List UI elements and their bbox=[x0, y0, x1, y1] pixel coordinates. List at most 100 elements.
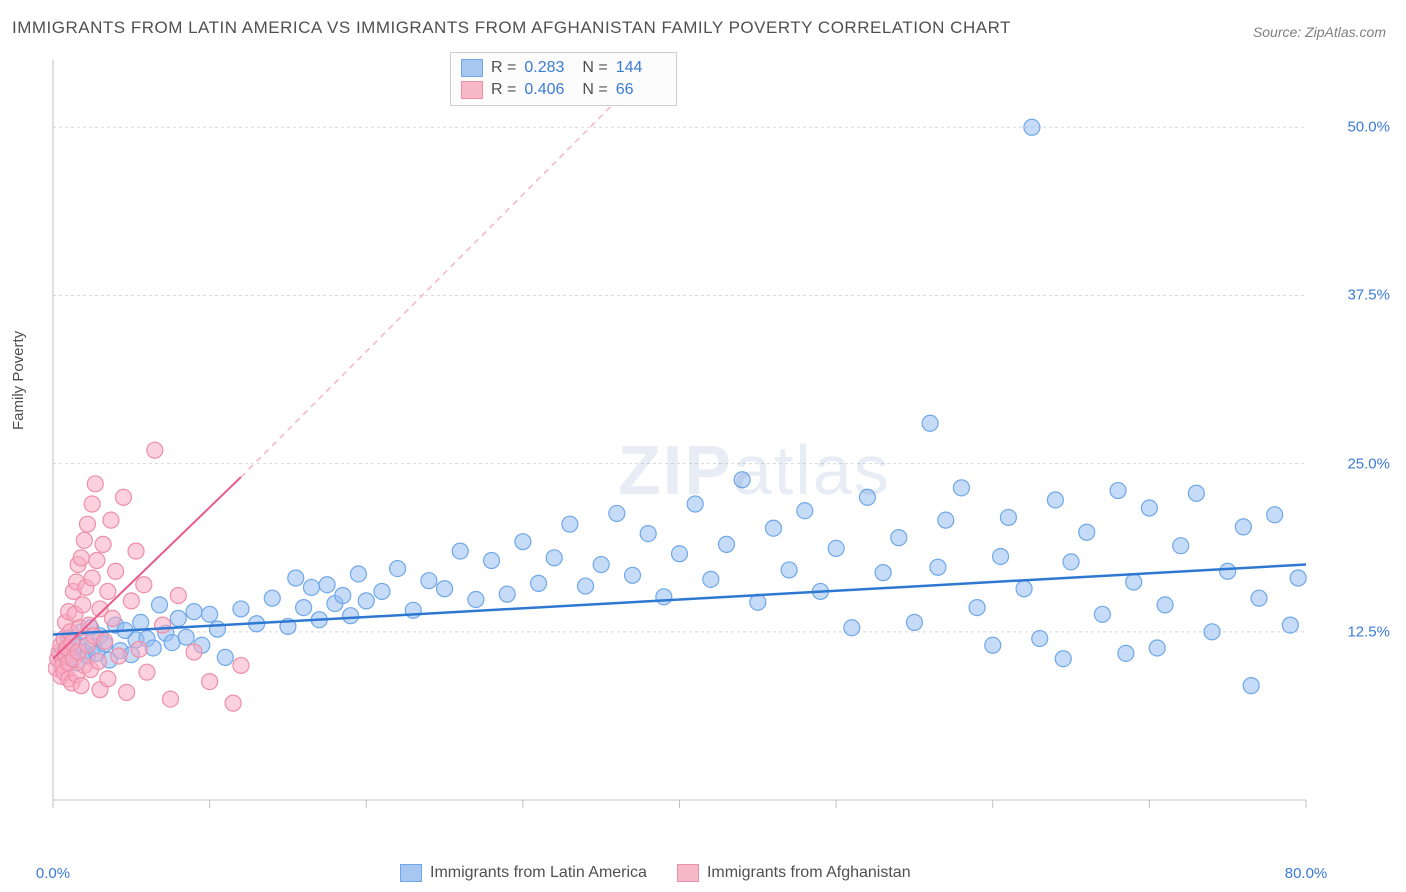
data-point bbox=[100, 671, 116, 687]
data-point bbox=[1243, 678, 1259, 694]
data-point bbox=[84, 570, 100, 586]
data-point bbox=[358, 593, 374, 609]
data-point bbox=[1204, 624, 1220, 640]
data-point bbox=[115, 489, 131, 505]
data-point bbox=[609, 505, 625, 521]
legend-row: R = 0.283 N = 144 bbox=[461, 57, 666, 79]
data-point bbox=[87, 476, 103, 492]
legend-swatch bbox=[461, 59, 483, 77]
data-point bbox=[828, 540, 844, 556]
legend-n-value: 144 bbox=[616, 59, 666, 77]
data-point bbox=[350, 566, 366, 582]
data-point bbox=[546, 550, 562, 566]
legend-label: Immigrants from Latin America bbox=[430, 864, 647, 882]
data-point bbox=[233, 601, 249, 617]
legend-row: R = 0.406 N = 66 bbox=[461, 79, 666, 101]
data-point bbox=[1047, 492, 1063, 508]
data-point bbox=[687, 496, 703, 512]
data-point bbox=[1149, 640, 1165, 656]
legend-r-label: R = bbox=[491, 59, 516, 77]
data-point bbox=[562, 516, 578, 532]
chart-container: IMMIGRANTS FROM LATIN AMERICA VS IMMIGRA… bbox=[0, 0, 1406, 892]
data-point bbox=[906, 614, 922, 630]
trend-line-ext bbox=[241, 100, 617, 477]
data-point bbox=[152, 597, 168, 613]
data-point bbox=[186, 604, 202, 620]
data-point bbox=[797, 503, 813, 519]
data-point bbox=[969, 600, 985, 616]
data-point bbox=[1024, 119, 1040, 135]
data-point bbox=[100, 583, 116, 599]
data-point bbox=[484, 553, 500, 569]
data-point bbox=[1173, 538, 1189, 554]
data-point bbox=[119, 684, 135, 700]
data-point bbox=[718, 536, 734, 552]
trend-line bbox=[53, 565, 1306, 635]
plot-svg bbox=[48, 50, 1366, 840]
data-point bbox=[1055, 651, 1071, 667]
data-point bbox=[390, 561, 406, 577]
data-point bbox=[781, 562, 797, 578]
legend-n-label: N = bbox=[582, 81, 607, 99]
data-point bbox=[139, 664, 155, 680]
legend-r-value: 0.283 bbox=[524, 59, 574, 77]
y-tick-label: 37.5% bbox=[1347, 287, 1390, 304]
data-point bbox=[225, 695, 241, 711]
chart-title: IMMIGRANTS FROM LATIN AMERICA VS IMMIGRA… bbox=[12, 18, 1011, 38]
data-point bbox=[1032, 631, 1048, 647]
legend-r-label: R = bbox=[491, 81, 516, 99]
data-point bbox=[105, 610, 121, 626]
data-point bbox=[1126, 574, 1142, 590]
y-tick-label: 25.0% bbox=[1347, 455, 1390, 472]
data-point bbox=[734, 472, 750, 488]
data-point bbox=[468, 592, 484, 608]
data-point bbox=[437, 581, 453, 597]
legend-swatch bbox=[400, 864, 422, 882]
data-point bbox=[875, 565, 891, 581]
y-axis-label: Family Poverty bbox=[10, 331, 27, 430]
data-point bbox=[930, 559, 946, 575]
data-point bbox=[162, 691, 178, 707]
data-point bbox=[209, 621, 225, 637]
data-point bbox=[1251, 590, 1267, 606]
legend-label: Immigrants from Afghanistan bbox=[707, 864, 911, 882]
data-point bbox=[296, 600, 312, 616]
data-point bbox=[108, 563, 124, 579]
data-point bbox=[421, 573, 437, 589]
source-label: Source: ZipAtlas.com bbox=[1253, 24, 1386, 40]
data-point bbox=[1267, 507, 1283, 523]
data-point bbox=[640, 526, 656, 542]
data-point bbox=[891, 530, 907, 546]
data-point bbox=[922, 415, 938, 431]
data-point bbox=[319, 577, 335, 593]
data-point bbox=[1235, 519, 1251, 535]
legend-swatch bbox=[677, 864, 699, 882]
data-point bbox=[202, 606, 218, 622]
legend-n-label: N = bbox=[582, 59, 607, 77]
data-point bbox=[84, 496, 100, 512]
data-point bbox=[1118, 645, 1134, 661]
data-point bbox=[593, 557, 609, 573]
data-point bbox=[515, 534, 531, 550]
data-point bbox=[1188, 485, 1204, 501]
data-point bbox=[1079, 524, 1095, 540]
data-point bbox=[73, 550, 89, 566]
data-point bbox=[170, 610, 186, 626]
data-point bbox=[938, 512, 954, 528]
data-point bbox=[75, 597, 91, 613]
data-point bbox=[953, 480, 969, 496]
data-point bbox=[217, 649, 233, 665]
data-point bbox=[1000, 509, 1016, 525]
x-tick-label: 0.0% bbox=[36, 865, 70, 882]
data-point bbox=[1110, 483, 1126, 499]
data-point bbox=[1063, 554, 1079, 570]
data-point bbox=[625, 567, 641, 583]
data-point bbox=[186, 644, 202, 660]
data-point bbox=[111, 648, 127, 664]
data-point bbox=[335, 587, 351, 603]
data-point bbox=[133, 614, 149, 630]
correlation-legend: R = 0.283 N = 144 R = 0.406 N = 66 bbox=[450, 52, 677, 106]
legend-swatch bbox=[461, 81, 483, 99]
data-point bbox=[76, 532, 92, 548]
data-point bbox=[145, 640, 161, 656]
